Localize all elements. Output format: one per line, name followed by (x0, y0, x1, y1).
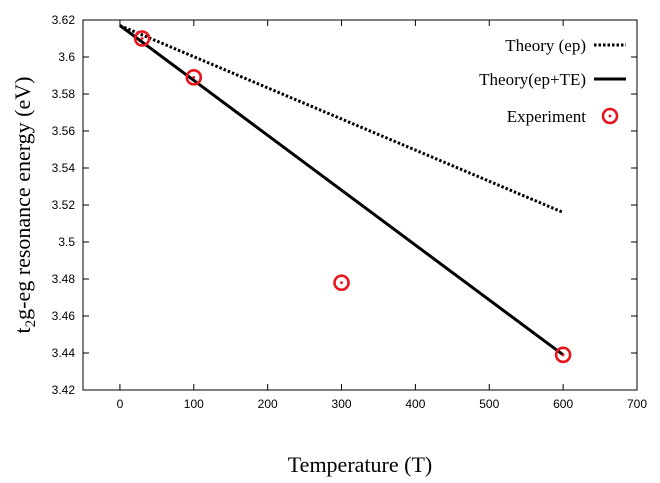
x-tick-label-4: 400 (405, 397, 425, 411)
experiment-marker-3 (554, 346, 572, 364)
x-tick-label-0: 0 (117, 397, 124, 411)
series-line-1 (119, 24, 565, 357)
y-tick-label-6: 3.54 (52, 161, 76, 175)
legend: Theory (ep) Theory(ep+TE) Experiment (479, 36, 626, 126)
x-axis-ticks: 0 100 200 300 400 500 600 700 (117, 20, 647, 411)
series-lines (119, 24, 565, 357)
y-tick-label-9: 3.6 (58, 50, 75, 64)
y-tick-label-7: 3.56 (52, 124, 76, 138)
y-axis-title-main: t (10, 327, 35, 333)
y-tick-label-8: 3.58 (52, 87, 76, 101)
x-axis-title: Temperature (T) (288, 452, 432, 477)
legend-label-theory-ep-te: Theory(ep+TE) (479, 70, 586, 89)
x-tick-label-6: 600 (553, 397, 573, 411)
experiment-marker-0 (133, 30, 151, 47)
x-tick-label-1: 100 (184, 397, 204, 411)
y-tick-label-1: 3.44 (52, 346, 76, 360)
y-axis-title-subscript: 2 (23, 320, 39, 328)
legend-label-theory-ep: Theory (ep) (505, 36, 586, 55)
y-axis-ticks: 3.42 3.44 3.46 3.48 3.5 3.52 3.54 3.56 3.58 3.6 3.… (52, 13, 637, 397)
y-axis-title: t2g-eg resonance energy (eV) (10, 77, 39, 334)
series-line-0 (119, 24, 564, 214)
y-tick-label-2: 3.46 (52, 309, 76, 323)
y-tick-label-4: 3.5 (58, 235, 75, 249)
y-tick-label-5: 3.52 (52, 198, 76, 212)
y-tick-label-0: 3.42 (52, 383, 76, 397)
legend-symbol-2 (601, 107, 619, 125)
y-tick-label-3: 3.48 (52, 272, 76, 286)
y-axis-title-rest: g-eg resonance energy (eV) (10, 77, 35, 320)
experiment-marker-2 (333, 274, 350, 292)
x-tick-label-2: 200 (258, 397, 278, 411)
x-tick-label-3: 300 (332, 397, 352, 411)
experiment-marker-1 (185, 69, 203, 86)
experiment-markers (133, 30, 572, 364)
legend-label-experiment: Experiment (507, 107, 587, 126)
x-tick-label-5: 500 (479, 397, 499, 411)
x-tick-label-7: 700 (627, 397, 647, 411)
y-tick-label-10: 3.62 (52, 13, 76, 27)
